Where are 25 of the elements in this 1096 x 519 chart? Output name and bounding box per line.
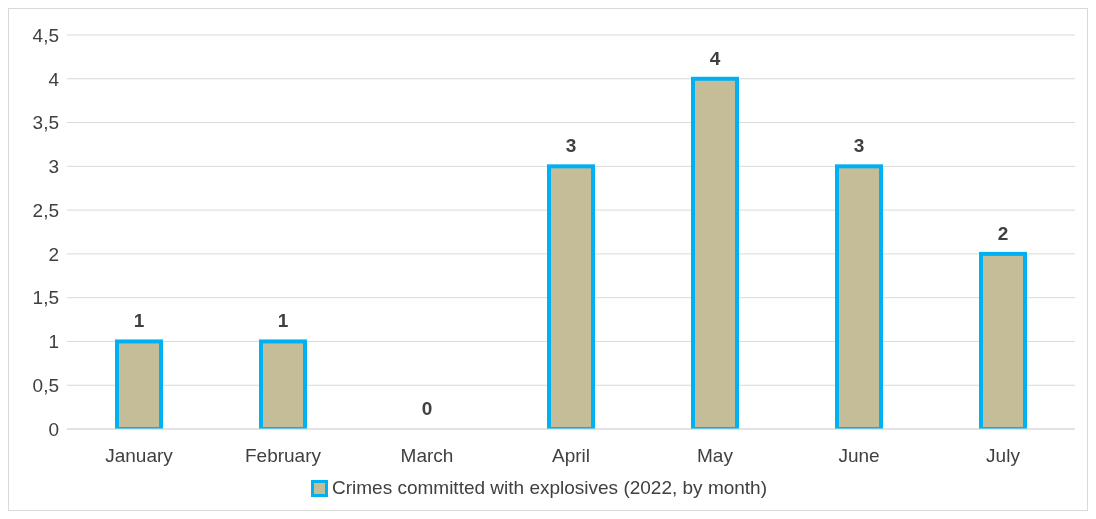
y-tick-label: 2: [48, 243, 59, 265]
y-tick-label: 4,5: [32, 24, 59, 46]
x-tick-label: March: [400, 445, 454, 467]
data-label: 0: [421, 398, 433, 419]
data-label: 1: [277, 310, 289, 332]
y-tick-label: 3: [48, 156, 59, 178]
x-tick-label: April: [551, 445, 591, 467]
y-tick-label: 2,5: [32, 199, 59, 221]
data-label: 4: [709, 47, 721, 69]
data-label: 3: [853, 135, 865, 157]
x-tick-label: February: [244, 445, 322, 467]
y-tick-label: 0: [48, 418, 59, 440]
legend-label: Crimes committed with explosives (2022, by month): [330, 477, 768, 499]
y-tick-label: 3,5: [32, 112, 59, 134]
data-label: 2: [997, 222, 1009, 244]
y-tick-label: 1,5: [32, 287, 59, 309]
x-tick-label: May: [697, 445, 734, 467]
x-tick-label: July: [986, 445, 1021, 467]
y-tick-label: 4: [48, 68, 60, 90]
x-tick-label: January: [105, 445, 174, 467]
data-label: 3: [565, 135, 577, 157]
y-tick-label: 0,5: [32, 374, 59, 396]
data-label: 1: [133, 310, 145, 332]
y-tick-label: 1: [48, 331, 59, 353]
x-tick-label: June: [838, 445, 880, 467]
